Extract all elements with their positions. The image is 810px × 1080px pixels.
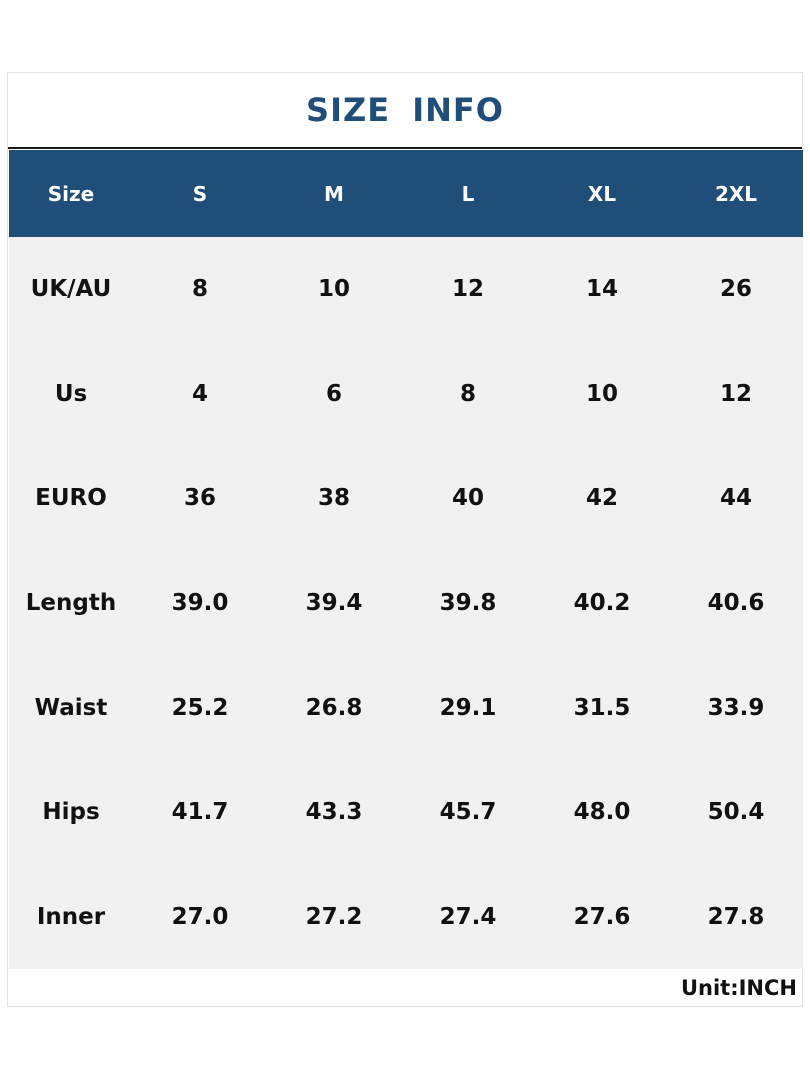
- table-row: Waist 25.2 26.8 29.1 31.5 33.9: [9, 655, 803, 760]
- table-cell: 29.1: [439, 694, 497, 721]
- row-label: Hips: [42, 799, 100, 826]
- header-cell: L: [461, 181, 475, 206]
- table-cell: 26: [719, 276, 752, 303]
- table-body: UK/AU 8 10 12 14 26 Us 4 6 8 10 12 EURO …: [9, 237, 803, 969]
- header-cell: M: [324, 181, 344, 206]
- row-label: Waist: [34, 694, 108, 721]
- header-cell: S: [192, 181, 208, 206]
- table-cell: 8: [459, 380, 476, 407]
- row-label: UK/AU: [30, 276, 112, 303]
- unit-label: Unit:INCH: [680, 976, 797, 1000]
- row-label: Us: [54, 380, 88, 407]
- table-cell: 12: [719, 380, 752, 407]
- table-cell: 40: [451, 485, 484, 512]
- table-row: EURO 36 38 40 42 44: [9, 446, 803, 551]
- table-row: Length 39.0 39.4 39.8 40.2 40.6: [9, 551, 803, 656]
- header-cell: Size: [47, 181, 95, 206]
- page-title: SIZE INFO: [306, 91, 504, 129]
- table-cell: 27.4: [439, 903, 497, 930]
- table-cell: 27.6: [573, 903, 631, 930]
- table-cell: 50.4: [707, 799, 765, 826]
- size-chart-card: SIZE INFO Size S M L XL 2XL UK/AU 8 10 1…: [7, 72, 803, 1007]
- header-cell: 2XL: [714, 181, 758, 206]
- table-cell: 27.2: [305, 903, 363, 930]
- table-cell: 39.0: [171, 590, 229, 617]
- table-cell: 45.7: [439, 799, 497, 826]
- table-cell: 8: [191, 276, 208, 303]
- table-cell: 40.2: [573, 590, 631, 617]
- row-label: EURO: [35, 485, 107, 512]
- row-label: Length: [25, 590, 117, 617]
- table-cell: 48.0: [573, 799, 631, 826]
- table-header-row: Size S M L XL 2XL: [9, 150, 803, 237]
- title-bar: SIZE INFO: [8, 73, 802, 149]
- table-row: Hips 41.7 43.3 45.7 48.0 50.4: [9, 760, 803, 865]
- row-label: Inner: [36, 903, 106, 930]
- table-row: Inner 27.0 27.2 27.4 27.6 27.8: [9, 864, 803, 969]
- table-cell: 6: [325, 380, 342, 407]
- table-cell: 25.2: [171, 694, 229, 721]
- table-cell: 33.9: [707, 694, 765, 721]
- table-cell: 43.3: [305, 799, 363, 826]
- table-cell: 42: [585, 485, 618, 512]
- table-cell: 10: [317, 276, 350, 303]
- table-cell: 36: [183, 485, 216, 512]
- table-cell: 27.8: [707, 903, 765, 930]
- table-row: UK/AU 8 10 12 14 26: [9, 237, 803, 342]
- table-cell: 40.6: [707, 590, 765, 617]
- table-cell: 38: [317, 485, 350, 512]
- size-table: Size S M L XL 2XL UK/AU 8 10 12 14 26 Us…: [9, 150, 803, 969]
- table-cell: 27.0: [171, 903, 229, 930]
- header-cell: XL: [587, 181, 617, 206]
- table-cell: 12: [451, 276, 484, 303]
- table-cell: 10: [585, 380, 618, 407]
- table-cell: 14: [585, 276, 618, 303]
- table-cell: 39.8: [439, 590, 497, 617]
- table-cell: 44: [719, 485, 752, 512]
- table-cell: 39.4: [305, 590, 363, 617]
- table-row: Us 4 6 8 10 12: [9, 342, 803, 447]
- table-cell: 31.5: [573, 694, 631, 721]
- table-cell: 4: [191, 380, 208, 407]
- table-cell: 41.7: [171, 799, 229, 826]
- table-cell: 26.8: [305, 694, 363, 721]
